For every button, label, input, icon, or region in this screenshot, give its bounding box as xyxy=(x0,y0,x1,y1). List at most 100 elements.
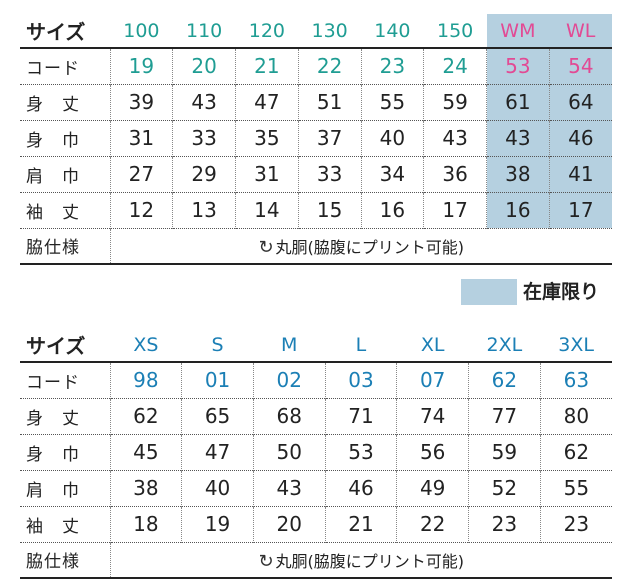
size-header-row: サイズ XS S M L XL 2XL 3XL xyxy=(20,328,612,362)
measure-cell: 71 xyxy=(324,398,397,434)
side-spec-row: 脇仕様 ↻ 丸胴(脇腹にプリント可能) xyxy=(20,228,612,264)
measure-cell: 43 xyxy=(252,470,326,506)
measure-row-sleeve-length: 袖 丈 18 19 20 21 22 23 23 xyxy=(20,506,612,542)
size-header-cell: S xyxy=(211,333,224,356)
measure-cell: 49 xyxy=(396,470,469,506)
size-header-cell: 3XL xyxy=(558,333,594,356)
measure-cell: 46 xyxy=(324,470,397,506)
size-header-cell: M xyxy=(281,333,298,356)
measure-cell: 52 xyxy=(468,470,541,506)
measure-row-shoulder-width: 肩 巾 27 29 31 33 34 36 38 41 xyxy=(20,156,612,192)
measure-cell: 20 xyxy=(252,506,326,542)
circular-arrows-icon: ↻ xyxy=(258,236,274,258)
measure-cell: 53 xyxy=(324,434,397,470)
measure-label: 身 丈 xyxy=(26,408,80,429)
size-header-cell: 2XL xyxy=(486,333,523,356)
code-row: コード 19 20 21 22 23 24 53 54 xyxy=(20,48,612,84)
measure-cell: 80 xyxy=(539,398,612,434)
size-header-cell: WM xyxy=(486,14,550,48)
code-cell: 03 xyxy=(324,362,397,398)
measure-cell: 31 xyxy=(235,156,299,192)
measure-cell: 55 xyxy=(539,470,612,506)
measure-cell: 56 xyxy=(396,434,469,470)
measure-cell: 18 xyxy=(109,506,182,542)
measure-cell: 45 xyxy=(109,434,182,470)
measure-row-body-length: 身 丈 62 65 68 71 74 77 80 xyxy=(20,398,612,434)
measure-cell: 13 xyxy=(172,192,236,228)
code-label: コード xyxy=(26,372,80,393)
side-spec-text: 丸胴(脇腹にプリント可能) xyxy=(275,551,465,571)
measure-cell: 12 xyxy=(109,192,173,228)
size-header-cell: XL xyxy=(420,333,445,356)
measure-cell: 40 xyxy=(360,120,424,156)
size-table-adult: サイズ XS S M L XL 2XL 3XL コード 98 01 02 03 … xyxy=(20,328,612,579)
size-header-label: サイズ xyxy=(26,20,86,44)
measure-label: 肩 巾 xyxy=(26,166,80,187)
side-spec-note: ↻ 丸胴(脇腹にプリント可能) xyxy=(109,228,612,264)
code-cell: 54 xyxy=(548,48,612,84)
measure-label: 身 巾 xyxy=(26,444,80,465)
measure-cell: 43 xyxy=(486,120,550,156)
size-table-kids-women: サイズ 100 110 120 130 140 150 WM WL コード 19… xyxy=(20,14,612,265)
measure-cell: 31 xyxy=(109,120,173,156)
measure-cell: 37 xyxy=(297,120,361,156)
measure-cell: 14 xyxy=(235,192,299,228)
measure-cell: 47 xyxy=(235,84,299,120)
size-header-row: サイズ 100 110 120 130 140 150 WM WL xyxy=(20,14,612,48)
measure-cell: 55 xyxy=(360,84,424,120)
measure-cell: 43 xyxy=(172,84,236,120)
measure-cell: 40 xyxy=(181,470,254,506)
measure-cell: 41 xyxy=(548,156,612,192)
measure-cell: 38 xyxy=(486,156,550,192)
code-cell: 98 xyxy=(109,362,182,398)
measure-cell: 51 xyxy=(297,84,361,120)
code-cell: 07 xyxy=(396,362,469,398)
measure-cell: 62 xyxy=(109,398,182,434)
measure-cell: 16 xyxy=(486,192,550,228)
code-label: コード xyxy=(26,58,80,79)
measure-label: 肩 巾 xyxy=(26,480,80,501)
measure-cell: 27 xyxy=(109,156,173,192)
measure-cell: 15 xyxy=(297,192,361,228)
side-spec-label: 脇仕様 xyxy=(26,552,80,573)
size-header-label: サイズ xyxy=(26,334,86,358)
measure-cell: 22 xyxy=(396,506,469,542)
measure-cell: 59 xyxy=(423,84,487,120)
measure-cell: 43 xyxy=(423,120,487,156)
side-spec-label: 脇仕様 xyxy=(26,238,80,259)
measure-cell: 47 xyxy=(181,434,254,470)
measure-row-body-width: 身 巾 45 47 50 53 56 59 62 xyxy=(20,434,612,470)
side-spec-note: ↻ 丸胴(脇腹にプリント可能) xyxy=(109,542,612,578)
code-cell: 21 xyxy=(235,48,299,84)
measure-label: 身 巾 xyxy=(26,130,80,151)
size-header-cell: 100 xyxy=(123,19,160,42)
measure-cell: 62 xyxy=(539,434,612,470)
size-header-cell: WL xyxy=(549,14,612,48)
code-cell: 23 xyxy=(360,48,424,84)
size-header-cell: 150 xyxy=(436,19,474,42)
measure-row-shoulder-width: 肩 巾 38 40 43 46 49 52 55 xyxy=(20,470,612,506)
code-cell: 63 xyxy=(539,362,612,398)
legend-text: 在庫限り xyxy=(523,281,600,303)
size-header-cell: 130 xyxy=(311,19,348,42)
side-spec-row: 脇仕様 ↻ 丸胴(脇腹にプリント可能) xyxy=(20,542,612,578)
size-header-cell: 140 xyxy=(374,19,411,42)
measure-cell: 64 xyxy=(548,84,612,120)
measure-label: 身 丈 xyxy=(26,94,80,115)
code-cell: 62 xyxy=(468,362,541,398)
measure-cell: 29 xyxy=(172,156,236,192)
measure-cell: 39 xyxy=(109,84,173,120)
size-header-cell: 120 xyxy=(248,19,285,42)
measure-cell: 59 xyxy=(468,434,541,470)
code-cell: 01 xyxy=(181,362,254,398)
measure-cell: 33 xyxy=(172,120,236,156)
measure-cell: 34 xyxy=(360,156,424,192)
code-cell: 24 xyxy=(423,48,487,84)
measure-cell: 74 xyxy=(396,398,469,434)
measure-cell: 19 xyxy=(181,506,254,542)
code-cell: 19 xyxy=(109,48,173,84)
code-cell: 22 xyxy=(297,48,361,84)
size-header-cell: 110 xyxy=(185,19,223,42)
measure-cell: 38 xyxy=(109,470,182,506)
measure-cell: 23 xyxy=(468,506,541,542)
